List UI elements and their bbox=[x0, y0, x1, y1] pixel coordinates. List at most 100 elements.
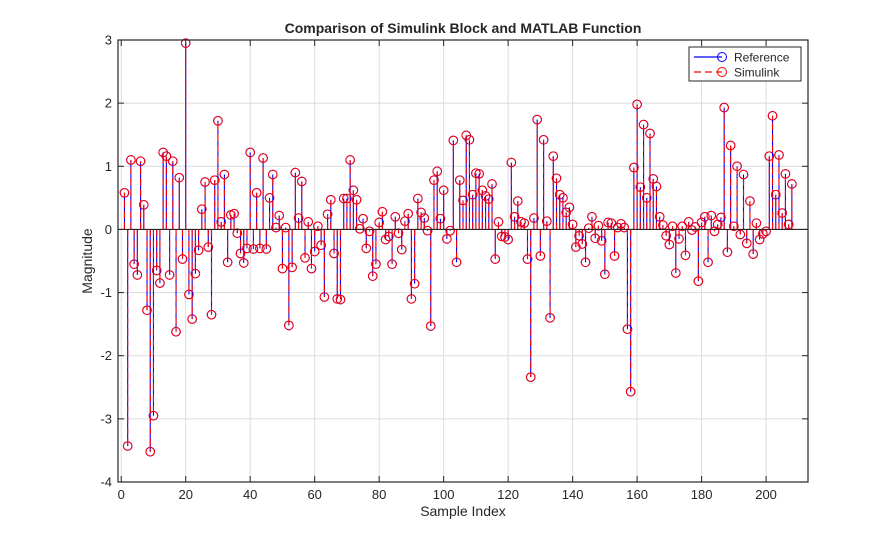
simulink-marker bbox=[674, 234, 684, 244]
stem-point bbox=[126, 155, 136, 230]
simulink-marker bbox=[267, 169, 278, 180]
simulink-marker bbox=[671, 268, 681, 278]
stem-point bbox=[222, 229, 233, 268]
simulink-marker bbox=[735, 229, 746, 240]
stem-point bbox=[693, 229, 704, 287]
simulink-marker bbox=[371, 259, 381, 269]
stem-point bbox=[329, 229, 339, 259]
simulink-marker bbox=[261, 244, 272, 254]
simulink-marker bbox=[761, 226, 771, 237]
simulink-marker bbox=[209, 175, 220, 185]
stem-point bbox=[606, 218, 617, 230]
simulink-marker bbox=[193, 245, 204, 256]
stem-point bbox=[209, 175, 220, 230]
stem-point bbox=[741, 229, 752, 249]
simulink-marker bbox=[783, 219, 794, 230]
simulink-marker bbox=[442, 234, 452, 244]
simulink-marker bbox=[506, 157, 517, 168]
simulink-marker bbox=[645, 128, 655, 139]
stem-point bbox=[238, 229, 249, 268]
simulink-marker bbox=[632, 99, 642, 110]
stem-point bbox=[422, 225, 433, 236]
simulink-marker bbox=[503, 234, 513, 245]
legend-entry-reference: Reference bbox=[694, 51, 790, 65]
stem-point bbox=[242, 229, 252, 254]
simulink-marker bbox=[635, 182, 646, 192]
x-axis-ticks: 0 20 40 60 80 100 120 140 160 180 200 bbox=[118, 40, 777, 502]
simulink-marker bbox=[558, 193, 568, 203]
legend-label-reference: Reference bbox=[734, 51, 790, 65]
stem-point bbox=[367, 229, 378, 281]
simulink-marker bbox=[309, 246, 320, 257]
simulink-marker bbox=[213, 116, 223, 126]
simulink-marker bbox=[677, 221, 688, 232]
stem-point bbox=[719, 102, 729, 230]
stem-point bbox=[496, 229, 507, 242]
simulink-marker bbox=[716, 212, 726, 223]
stem-point bbox=[371, 229, 381, 269]
x-tick-label: 80 bbox=[372, 487, 386, 502]
stem-point bbox=[358, 213, 368, 230]
simulink-marker bbox=[471, 168, 481, 179]
simulink-marker bbox=[774, 150, 784, 160]
stem-point bbox=[522, 229, 533, 264]
simulink-marker bbox=[242, 243, 252, 254]
simulink-marker bbox=[770, 189, 781, 200]
stem-point bbox=[503, 229, 513, 245]
simulink-marker bbox=[396, 244, 407, 255]
simulink-marker bbox=[432, 166, 443, 177]
y-tick-label: 0 bbox=[105, 222, 112, 237]
simulink-marker bbox=[403, 208, 413, 219]
stem-point bbox=[641, 193, 652, 230]
stem-point bbox=[474, 169, 484, 230]
simulink-marker bbox=[206, 309, 217, 320]
simulink-marker bbox=[174, 172, 185, 183]
simulink-marker bbox=[745, 196, 755, 206]
simulink-marker bbox=[509, 212, 520, 222]
x-tick-label: 160 bbox=[626, 487, 648, 502]
simulink-marker bbox=[538, 134, 549, 145]
stem-point bbox=[654, 212, 665, 230]
stem-point bbox=[596, 229, 607, 246]
stem-point bbox=[725, 140, 736, 230]
simulink-marker bbox=[264, 193, 275, 203]
simulink-marker bbox=[474, 169, 484, 179]
stem-point bbox=[751, 218, 762, 230]
stem-point bbox=[164, 229, 175, 280]
simulink-marker bbox=[638, 119, 649, 130]
stem-point bbox=[664, 229, 675, 250]
stem-point bbox=[229, 208, 239, 230]
simulink-marker bbox=[496, 231, 507, 242]
stem-point bbox=[235, 229, 246, 259]
stem-point bbox=[538, 134, 549, 230]
simulink-marker bbox=[542, 216, 552, 227]
simulink-marker bbox=[409, 278, 420, 289]
stem-point bbox=[168, 156, 178, 230]
stem-point bbox=[558, 193, 568, 230]
simulink-marker bbox=[374, 217, 384, 228]
stem-point bbox=[770, 189, 781, 230]
stem-point bbox=[774, 150, 784, 230]
stem-point bbox=[309, 229, 320, 257]
stem-point bbox=[706, 210, 717, 230]
stem-point bbox=[135, 156, 146, 230]
simulink-marker bbox=[384, 231, 394, 242]
simulink-marker bbox=[706, 210, 717, 221]
stem-point bbox=[384, 229, 394, 242]
x-tick-label: 20 bbox=[178, 487, 192, 502]
simulink-marker bbox=[451, 257, 462, 268]
simulink-marker bbox=[722, 247, 733, 257]
stem-point bbox=[574, 229, 584, 241]
stem-point bbox=[680, 229, 691, 261]
stem-point bbox=[190, 229, 201, 279]
simulink-marker bbox=[342, 193, 352, 204]
simulink-marker bbox=[284, 320, 294, 331]
stem-point bbox=[787, 179, 797, 230]
simulink-marker bbox=[764, 151, 775, 161]
simulink-marker bbox=[190, 268, 201, 279]
stem-point bbox=[296, 176, 307, 230]
simulink-marker bbox=[754, 234, 765, 245]
simulink-marker bbox=[625, 386, 636, 397]
simulink-marker bbox=[138, 200, 149, 210]
simulink-marker bbox=[348, 185, 359, 196]
